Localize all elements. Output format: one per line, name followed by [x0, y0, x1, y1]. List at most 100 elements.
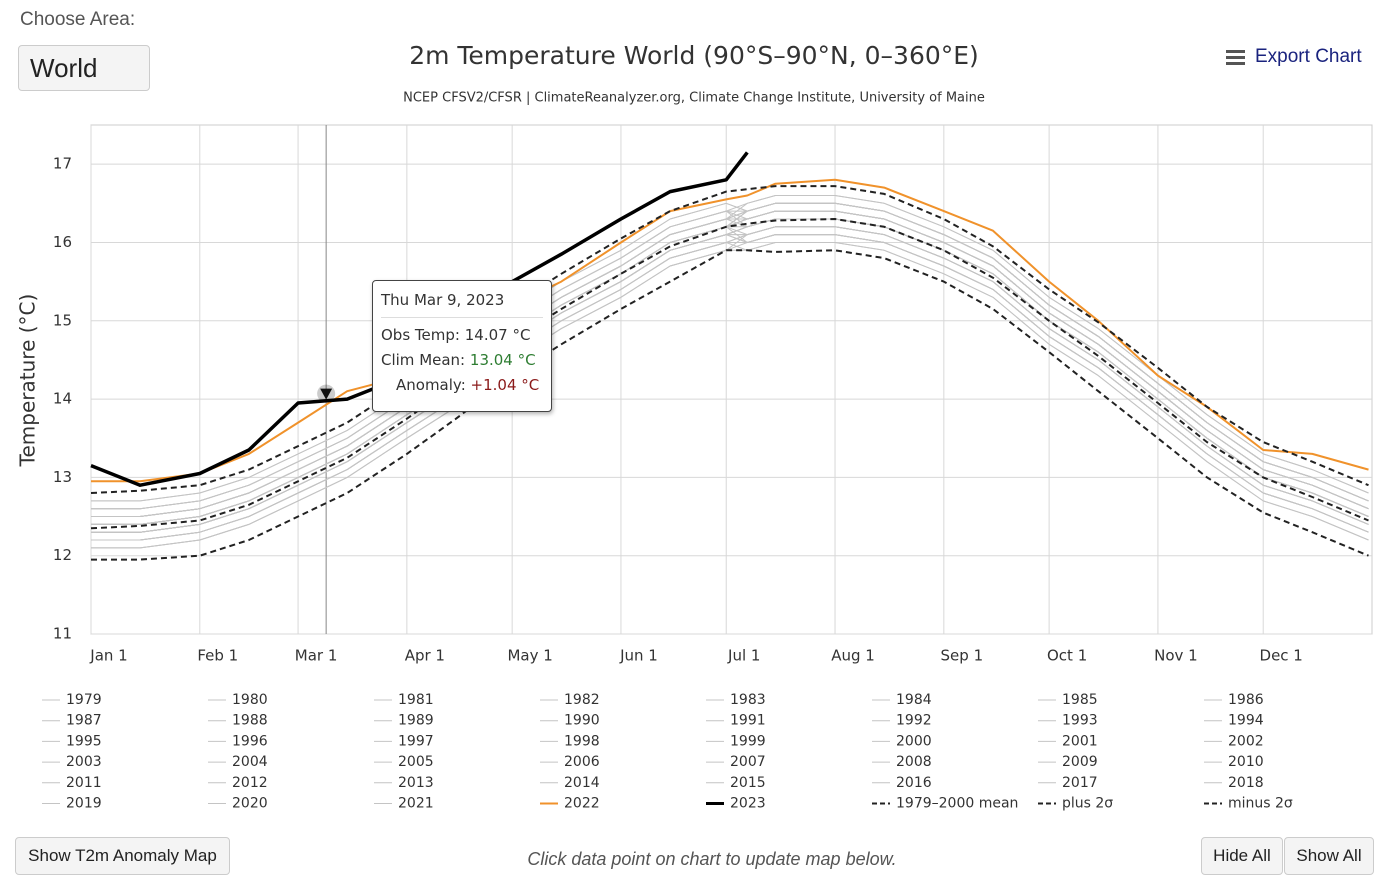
legend-item[interactable]: 1991: [706, 713, 766, 729]
legend-label: 1986: [1228, 692, 1264, 708]
legend-item[interactable]: 2016: [872, 775, 932, 791]
x-tick-label: Mar 1: [295, 647, 338, 665]
legend-item[interactable]: 2019: [42, 796, 102, 812]
legend-label: 1998: [564, 733, 600, 749]
legend-item[interactable]: 2002: [1204, 733, 1264, 749]
area-label: Choose Area:: [20, 9, 136, 30]
export-label[interactable]: Export Chart: [1255, 46, 1362, 67]
legend-label: 2002: [1228, 733, 1264, 749]
series-line: [91, 249, 1369, 561]
plot-area: [90, 124, 1373, 635]
legend-item[interactable]: 2008: [872, 754, 932, 770]
legend-item[interactable]: 1992: [872, 713, 932, 729]
legend-item[interactable]: 2015: [706, 775, 766, 791]
legend-item[interactable]: 2000: [872, 733, 932, 749]
legend-item[interactable]: 1979: [42, 692, 102, 708]
legend-item[interactable]: 1999: [706, 733, 766, 749]
legend-item[interactable]: 1997: [374, 733, 434, 749]
legend-label: 2016: [896, 775, 932, 791]
legend-item[interactable]: 1982: [540, 692, 600, 708]
x-tick-label: Dec 1: [1260, 647, 1303, 665]
y-tick-label: 16: [53, 233, 72, 251]
legend-label: 2004: [232, 754, 268, 770]
tooltip-row: Anomaly: +1.04 °C: [381, 376, 543, 401]
legend-item[interactable]: 1985: [1038, 692, 1098, 708]
legend-label: 2020: [232, 796, 268, 812]
anomaly-map-button[interactable]: Show T2m Anomaly Map: [15, 837, 230, 875]
legend-item[interactable]: 2003: [42, 754, 102, 770]
legend-label: 2003: [66, 754, 102, 770]
legend-item[interactable]: 2009: [1038, 754, 1098, 770]
tooltip-label: Anomaly:: [396, 376, 466, 394]
legend-label: 2012: [232, 775, 268, 791]
legend-label: 1996: [232, 733, 268, 749]
legend-item[interactable]: 2014: [540, 775, 600, 791]
legend-label: 2005: [398, 754, 434, 770]
legend-item[interactable]: 1990: [540, 713, 600, 729]
y-tick-label: 11: [53, 625, 72, 643]
legend-label: 2000: [896, 733, 932, 749]
legend-item[interactable]: 2020: [208, 796, 268, 812]
series-line: [90, 218, 1369, 530]
legend-item[interactable]: 1980: [208, 692, 268, 708]
legend-item[interactable]: 2010: [1204, 754, 1264, 770]
legend-item[interactable]: 2001: [1038, 733, 1098, 749]
legend-item[interactable]: 1979–2000 mean: [872, 796, 1018, 812]
legend-item[interactable]: 2005: [374, 754, 434, 770]
tooltip: Thu Mar 9, 2023 Obs Temp: 14.07 °C Clim …: [372, 280, 552, 412]
legend-label: 1999: [730, 733, 766, 749]
legend-label: 2018: [1228, 775, 1264, 791]
legend-item[interactable]: 2013: [374, 775, 434, 791]
legend-item[interactable]: plus 2σ: [1038, 796, 1113, 812]
export-menu[interactable]: Export Chart: [1226, 46, 1362, 68]
legend-item[interactable]: 2021: [374, 796, 434, 812]
legend-label: 1983: [730, 692, 766, 708]
legend-item[interactable]: 1993: [1038, 713, 1098, 729]
legend-item[interactable]: 2018: [1204, 775, 1264, 791]
legend-label: 1979–2000 mean: [896, 796, 1018, 812]
chart-title: 2m Temperature World (90°S–90°N, 0–360°E…: [409, 41, 979, 70]
legend-item[interactable]: 1986: [1204, 692, 1264, 708]
legend-item[interactable]: 2007: [706, 754, 766, 770]
legend-item[interactable]: 1989: [374, 713, 434, 729]
legend-label: 2022: [564, 796, 600, 812]
x-tick-label: Aug 1: [831, 647, 875, 665]
series-line: [90, 185, 1369, 494]
legend-item[interactable]: 1998: [540, 733, 600, 749]
legend-item[interactable]: minus 2σ: [1204, 796, 1293, 812]
legend-item[interactable]: 2023: [706, 796, 766, 812]
legend-label: 1994: [1228, 713, 1264, 729]
tooltip-label: Clim Mean:: [381, 351, 466, 369]
legend-item[interactable]: 2004: [208, 754, 268, 770]
legend-item[interactable]: 1994: [1204, 713, 1264, 729]
legend-label: 2017: [1062, 775, 1098, 791]
legend-label: 1984: [896, 692, 932, 708]
legend-item[interactable]: 1995: [42, 733, 102, 749]
x-tick-label: Oct 1: [1047, 647, 1087, 665]
legend-label: 2019: [66, 796, 102, 812]
tooltip-row: Obs Temp: 14.07 °C: [381, 326, 543, 351]
y-tick-label: 17: [53, 155, 72, 173]
area-select[interactable]: World: [18, 45, 150, 91]
legend-item[interactable]: 1996: [208, 733, 268, 749]
hide-all-button[interactable]: Hide All: [1201, 837, 1283, 875]
show-all-button[interactable]: Show All: [1284, 837, 1374, 875]
menu-icon: [1226, 50, 1245, 65]
legend-label: 2014: [564, 775, 600, 791]
legend-item[interactable]: 2011: [42, 775, 102, 791]
x-tick-label: Nov 1: [1154, 647, 1198, 665]
legend-item[interactable]: 1988: [208, 713, 268, 729]
y-tick-label: 13: [53, 468, 72, 486]
legend-item[interactable]: 1981: [374, 692, 434, 708]
legend-label: 1980: [232, 692, 268, 708]
legend-item[interactable]: 1983: [706, 692, 766, 708]
legend-item[interactable]: 2006: [540, 754, 600, 770]
legend-item[interactable]: 1987: [42, 713, 102, 729]
legend-item[interactable]: 2012: [208, 775, 268, 791]
legend-item[interactable]: 2017: [1038, 775, 1098, 791]
legend-item[interactable]: 1984: [872, 692, 932, 708]
legend-item[interactable]: 2022: [540, 796, 600, 812]
y-tick-label: 14: [53, 390, 72, 408]
